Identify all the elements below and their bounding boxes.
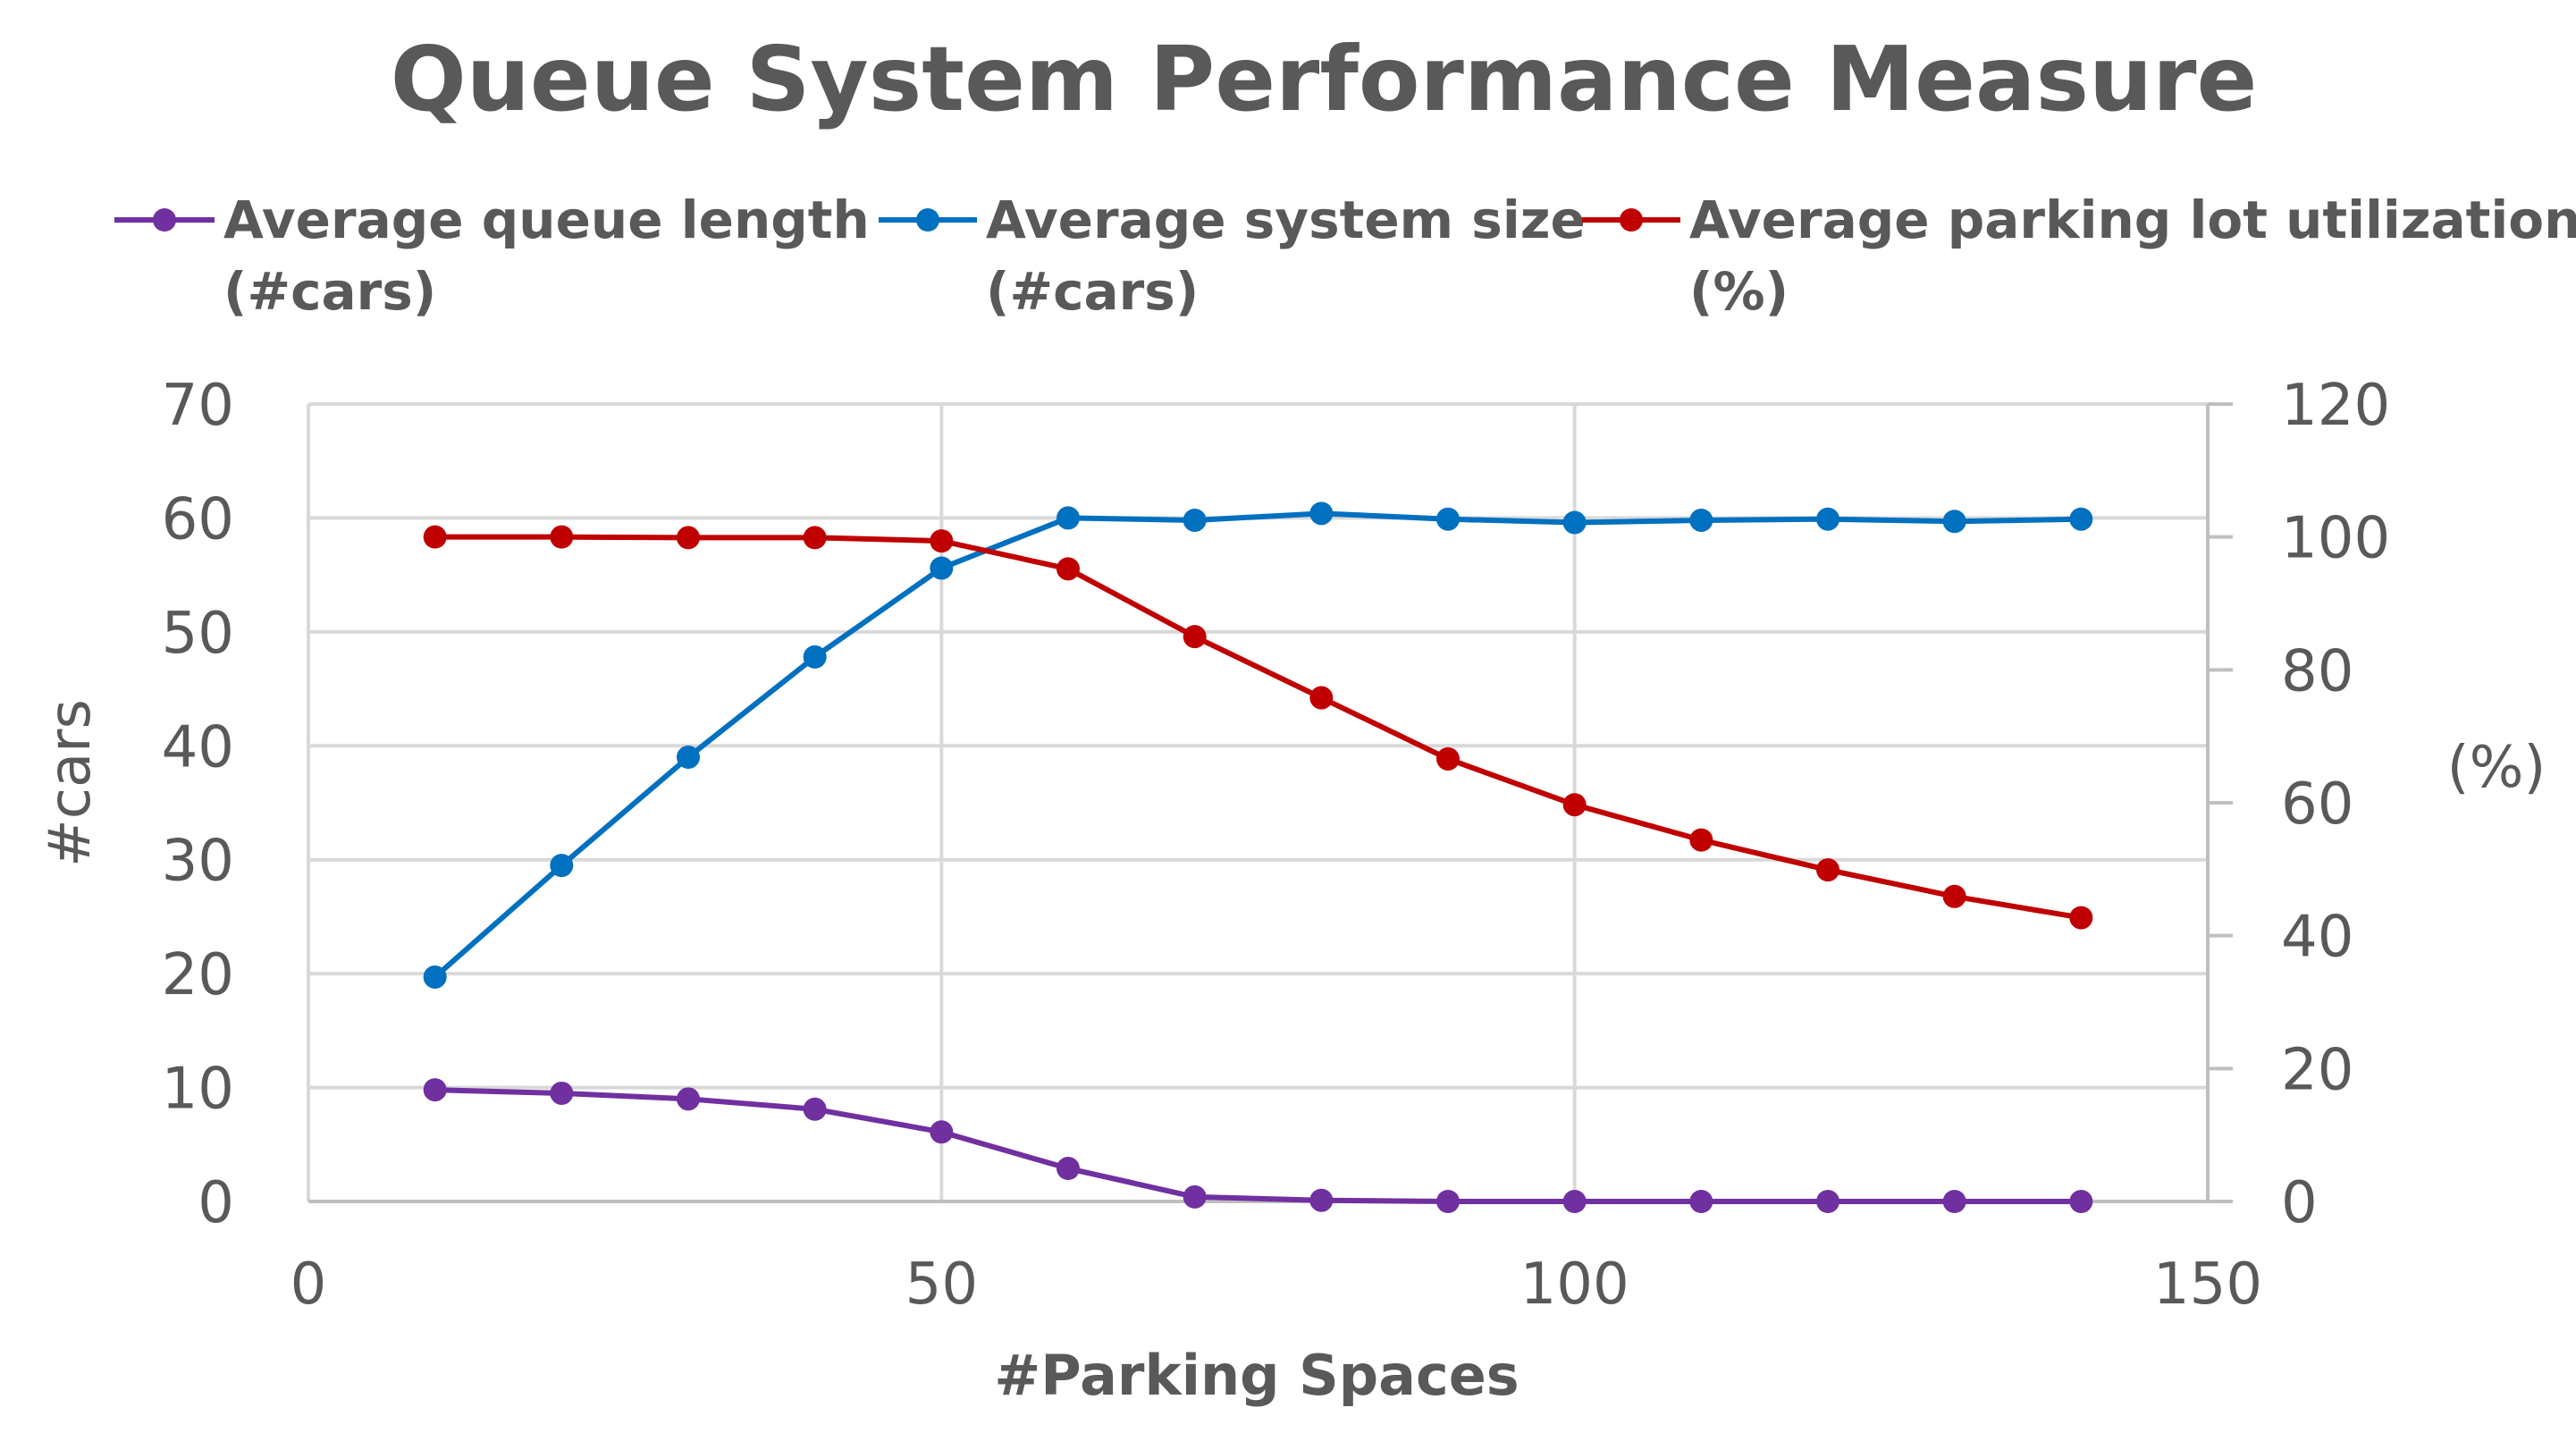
data-point bbox=[1056, 557, 1080, 581]
data-point bbox=[550, 525, 574, 549]
data-point bbox=[1562, 793, 1587, 817]
y-tick-label: 10 bbox=[162, 1057, 234, 1123]
y-tick-label: 20 bbox=[162, 942, 234, 1008]
data-point bbox=[1816, 507, 1839, 531]
x-tick-label: 50 bbox=[905, 1252, 978, 1318]
legend-marker-1 bbox=[153, 208, 176, 232]
y-tick-label: 70 bbox=[162, 373, 234, 439]
data-point bbox=[1309, 1188, 1334, 1212]
legend-label-1: Average queue length bbox=[223, 190, 870, 250]
data-point bbox=[1816, 858, 1839, 882]
x-axis-title: #Parking Spaces bbox=[994, 1343, 1519, 1408]
data-point bbox=[1183, 1184, 1207, 1209]
data-point bbox=[1942, 1190, 1966, 1213]
y2-tick-label: 40 bbox=[2281, 905, 2353, 971]
data-point bbox=[2069, 906, 2093, 930]
legend-marker-3 bbox=[1620, 208, 1643, 232]
gridlines bbox=[307, 402, 2210, 1203]
y2-tick-label: 60 bbox=[2281, 771, 2353, 838]
data-point bbox=[803, 1097, 827, 1121]
legend: Average queue length (#cars) Average syste… bbox=[114, 190, 2576, 322]
data-point bbox=[423, 525, 447, 549]
data-point bbox=[1816, 1190, 1839, 1213]
data-point bbox=[423, 965, 447, 989]
x-tick-label: 150 bbox=[2153, 1252, 2262, 1318]
data-point bbox=[1562, 510, 1587, 535]
data-point bbox=[1436, 1190, 1460, 1213]
data-point bbox=[1436, 507, 1460, 531]
y-axis-title: #cars bbox=[38, 699, 104, 867]
data-point bbox=[423, 1078, 447, 1102]
series-layer bbox=[423, 502, 2093, 1213]
legend-marker-2 bbox=[916, 208, 939, 232]
legend-label-2-unit: (#cars) bbox=[986, 261, 1199, 322]
data-point bbox=[550, 1081, 574, 1105]
data-point bbox=[1309, 686, 1334, 710]
x-tick-label: 0 bbox=[290, 1252, 327, 1318]
data-point bbox=[1183, 508, 1207, 532]
chart-title: Queue System Performance Measure bbox=[391, 27, 2258, 131]
axes: 0 10 20 30 40 50 60 70 0 50 100 150 0 20 40 60 80 100 120 bbox=[162, 373, 2391, 1318]
y2-tick-label: 100 bbox=[2281, 506, 2390, 572]
y2-tick-label: 80 bbox=[2281, 638, 2353, 704]
data-point bbox=[803, 526, 827, 550]
y-tick-label: 60 bbox=[162, 486, 234, 552]
y-tick-label: 50 bbox=[162, 601, 234, 667]
data-point bbox=[1309, 502, 1334, 526]
data-point bbox=[1183, 625, 1207, 649]
y2-tick-label: 120 bbox=[2281, 373, 2390, 439]
x-tick-label: 100 bbox=[1520, 1252, 1629, 1318]
data-point bbox=[2069, 1190, 2093, 1213]
series-line-1 bbox=[434, 1087, 2082, 1204]
y2-axis-title: (%) bbox=[2447, 735, 2547, 801]
data-point bbox=[1056, 1157, 1080, 1181]
data-point bbox=[1689, 508, 1713, 532]
y-tick-label: 30 bbox=[162, 829, 234, 895]
legend-label-2: Average system size bbox=[986, 190, 1586, 250]
y2-tick-label: 20 bbox=[2281, 1037, 2353, 1103]
data-point bbox=[1056, 506, 1080, 530]
y-tick-label: 0 bbox=[198, 1170, 234, 1236]
series-line-3 bbox=[434, 534, 2082, 921]
data-point bbox=[930, 1120, 954, 1144]
series-line-2 bbox=[433, 510, 2082, 980]
data-point bbox=[677, 1087, 700, 1111]
data-point bbox=[1942, 884, 1966, 908]
data-point bbox=[677, 526, 700, 550]
data-point bbox=[1436, 746, 1460, 771]
data-point bbox=[1689, 828, 1713, 852]
data-point bbox=[803, 645, 827, 669]
data-point bbox=[1942, 510, 1966, 534]
data-point bbox=[2069, 507, 2093, 531]
data-point bbox=[1689, 1190, 1713, 1213]
y2-tick-label: 0 bbox=[2281, 1170, 2318, 1236]
data-point bbox=[1562, 1190, 1587, 1213]
data-point bbox=[677, 746, 700, 770]
legend-label-1-unit: (#cars) bbox=[223, 261, 436, 322]
legend-label-3: Average parking lot utilization bbox=[1689, 190, 2576, 250]
data-point bbox=[550, 854, 574, 878]
y-tick-label: 40 bbox=[162, 714, 234, 780]
data-point bbox=[930, 556, 954, 580]
legend-label-3-unit: (%) bbox=[1689, 261, 1789, 322]
data-point bbox=[930, 529, 954, 553]
